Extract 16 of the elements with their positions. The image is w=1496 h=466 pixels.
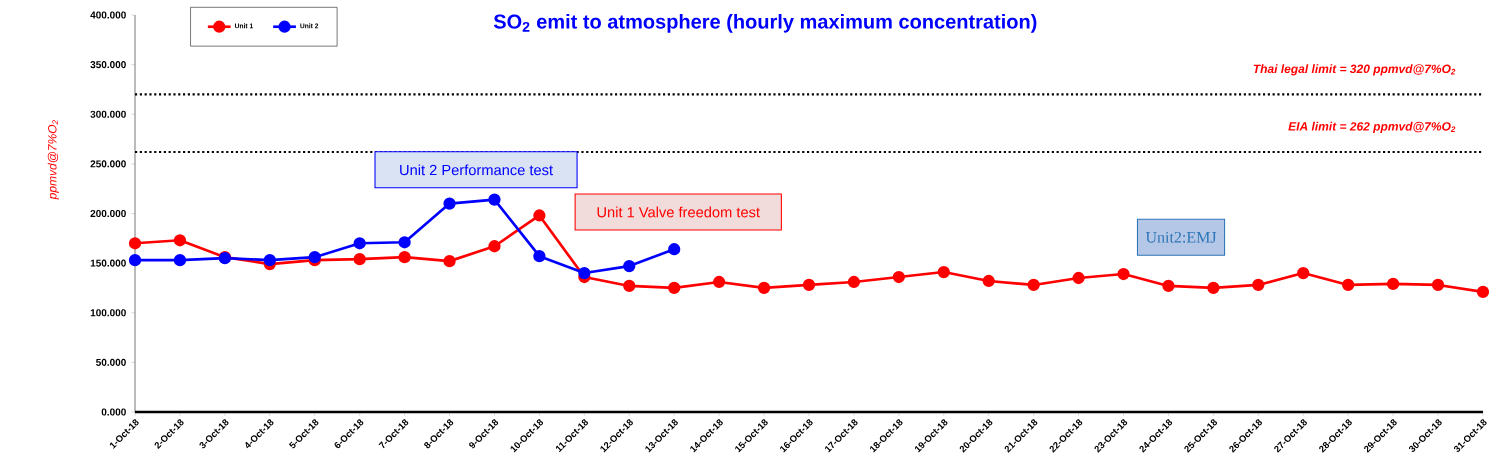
- y-tick-label: 250.000: [90, 160, 126, 168]
- y-tick-label: 50.000: [96, 358, 126, 366]
- y-tick-label: 350.000: [90, 61, 126, 69]
- y-tick-label: 150.000: [90, 259, 126, 267]
- y-tick-label: 400.000: [90, 11, 126, 19]
- y-tick-label: 200.000: [90, 209, 126, 218]
- annotation: Unit2:EMJ: [1145, 231, 1217, 243]
- y-axis-title: ppmvd@7%O$_{2}$: [47, 120, 59, 200]
- ref-line-label: Thai legal limit = 320 ppmvd@7%O$_{2}$: [1253, 64, 1456, 76]
- ref-line-label: EIA limit = 262 ppmvd@7%O$_{2}$: [1288, 121, 1456, 134]
- y-tick-label: 300.000: [90, 110, 126, 118]
- annotation: Unit 1 Valve freedom test: [597, 206, 760, 218]
- annotation: Unit 2 Performance test: [400, 164, 553, 176]
- y-tick-label: 100.000: [90, 309, 126, 317]
- y-tick-label: 0.000: [101, 408, 126, 416]
- chart-title: SO$_{2}$ emit to atmosphere (hourly maximum concentration): [493, 14, 1037, 33]
